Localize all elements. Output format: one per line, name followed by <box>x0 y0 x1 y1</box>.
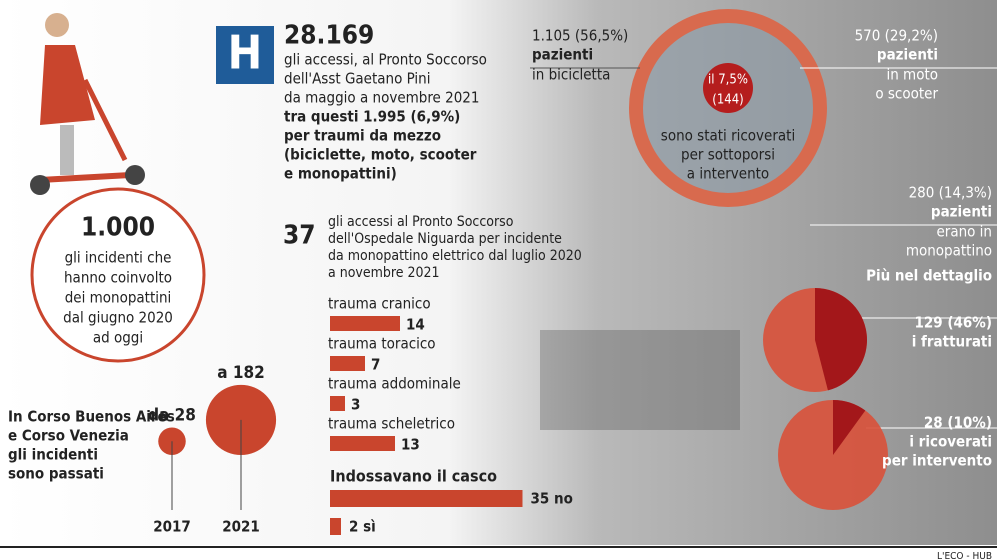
bar-value: 7 <box>371 356 380 374</box>
text-line: hanno coinvolto <box>64 269 172 287</box>
text-line: ad oggi <box>93 329 143 347</box>
bar-value: 14 <box>406 316 425 334</box>
side-value: 1.105 (56,5%) <box>532 27 628 45</box>
year-label: 2021 <box>222 518 260 536</box>
side-value: 280 (14,3%) <box>909 184 992 202</box>
text-line: gli incidenti che <box>65 249 172 267</box>
text-line: dell'Asst Gaetano Pini <box>284 70 431 88</box>
side-value: 570 (29,2%) <box>855 27 938 45</box>
year-label: 2017 <box>153 518 191 536</box>
text-line: dei monopattini <box>65 289 172 307</box>
casco-title: Indossavano il casco <box>330 467 497 486</box>
bar-category: trauma scheletrico <box>328 415 455 433</box>
bar-value: 13 <box>401 436 420 454</box>
text-line: da maggio a novembre 2021 <box>284 89 479 107</box>
bar <box>330 316 400 331</box>
bubble-label: a 182 <box>217 363 265 383</box>
text-line: gli accessi, al Pronto Soccorso <box>284 51 487 69</box>
bubble-label: da 28 <box>148 405 196 425</box>
bar <box>330 518 341 535</box>
text-line: da monopattino elettrico dal luglio 2020 <box>328 248 582 264</box>
text-line: per sottoporsi <box>681 146 775 164</box>
text-line: tra questi 1.995 (6,9%) <box>284 108 460 126</box>
text-line: in moto <box>886 66 938 84</box>
text-line: erano in <box>936 223 992 241</box>
photo-scooter <box>540 330 740 430</box>
text-line: (biciclette, moto, scooter <box>284 146 477 164</box>
text-line: sono stati ricoverati <box>661 127 795 145</box>
side-bold: pazienti <box>532 46 593 64</box>
bar-value: 2 sì <box>349 518 376 536</box>
text-line: dal giugno 2020 <box>63 309 173 327</box>
text-line: dell'Ospedale Niguarda per incidente <box>328 231 562 247</box>
text-line: a intervento <box>687 165 769 183</box>
total-number: 1.000 <box>81 213 155 243</box>
niguarda-number: 37 <box>283 221 316 251</box>
dettaglio-title: Più nel dettaglio <box>866 267 992 285</box>
text-line: i fratturati <box>912 333 992 351</box>
text-line: per intervento <box>882 452 992 470</box>
bar <box>330 396 345 411</box>
bar <box>330 490 523 507</box>
text-line: In Corso Buenos Aires <box>8 408 175 426</box>
ring-center-dot <box>703 63 753 113</box>
side-bold: pazienti <box>931 203 992 221</box>
bar-category: trauma toracico <box>328 335 436 353</box>
bar-category: trauma addominale <box>328 375 461 393</box>
bar <box>330 356 365 371</box>
ring-top: il 7,5% <box>708 73 748 88</box>
bar-value: 3 <box>351 396 360 414</box>
bar-value: 35 no <box>531 490 573 508</box>
pie-slice <box>833 400 866 455</box>
hospital-icon <box>216 26 274 84</box>
text-line: a novembre 2021 <box>328 265 440 281</box>
side-bold: pazienti <box>877 46 938 64</box>
text-line: monopattino <box>906 242 992 260</box>
footer: L'ECO - HUB <box>937 551 992 560</box>
text-line: sono passati <box>8 465 104 483</box>
text-line: per traumi da mezzo <box>284 127 441 145</box>
text-line: gli incidenti <box>8 446 98 464</box>
scooter-icon <box>30 13 145 195</box>
text-line: i ricoverati <box>909 433 992 451</box>
hospital-h: H <box>228 26 263 80</box>
ring-paren: (144) <box>712 93 743 108</box>
header-number: 28.169 <box>284 21 374 51</box>
total-circle <box>30 187 206 363</box>
text-line: in bicicletta <box>532 66 610 84</box>
text-line: gli accessi al Pronto Soccorso <box>328 214 514 230</box>
bar <box>330 436 395 451</box>
pie-label: 28 (10%) <box>924 414 992 432</box>
text-line: o scooter <box>875 85 938 103</box>
text-line: e monopattini) <box>284 165 397 183</box>
pie-slice <box>815 287 868 391</box>
pie-label: 129 (46%) <box>915 314 993 332</box>
text-line: e Corso Venezia <box>8 427 129 445</box>
bar-category: trauma cranico <box>328 295 431 313</box>
